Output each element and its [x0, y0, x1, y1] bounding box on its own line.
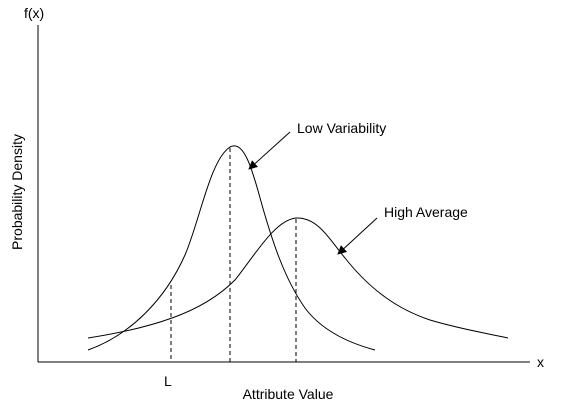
tick-label-l: L — [164, 373, 172, 389]
y-axis-title: Probability Density — [9, 134, 25, 250]
arrow-low-variability — [248, 131, 291, 170]
x-axis-symbol: x — [537, 354, 544, 370]
high-average-curve — [87, 217, 509, 339]
callout-low-variability: Low Variability — [297, 120, 386, 136]
callout-high-average: High Average — [384, 204, 468, 220]
arrow-high-average — [337, 217, 378, 255]
y-axis-symbol: f(x) — [24, 5, 44, 21]
low-variability-curve — [87, 145, 376, 351]
x-axis-title: Attribute Value — [243, 386, 334, 402]
